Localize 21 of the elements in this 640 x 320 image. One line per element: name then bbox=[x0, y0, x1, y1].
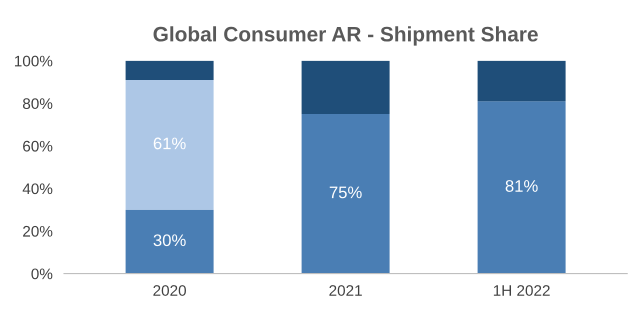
x-tick-label: 2020 bbox=[153, 285, 186, 296]
y-tick-label: 0% bbox=[31, 268, 52, 280]
chart-title: Global Consumer AR - Shipment Share bbox=[154, 26, 538, 46]
x-tick-label: 2021 bbox=[329, 285, 362, 296]
y-tick-label: 100% bbox=[14, 56, 52, 66]
bar bbox=[478, 60, 566, 102]
bar bbox=[302, 60, 390, 114]
data-label: 75% bbox=[330, 186, 362, 198]
y-tick-label: 80% bbox=[22, 98, 52, 110]
y-tick-label: 20% bbox=[23, 226, 52, 237]
bar bbox=[126, 80, 214, 210]
bar bbox=[126, 60, 214, 80]
bar bbox=[302, 114, 390, 274]
bar bbox=[478, 101, 566, 274]
y-tick-label: 60% bbox=[23, 140, 52, 152]
data-label: 61% bbox=[154, 138, 186, 150]
y-tick-label: 40% bbox=[22, 183, 52, 194]
data-label: 30% bbox=[154, 234, 186, 246]
bar bbox=[126, 210, 214, 274]
data-label: 81% bbox=[506, 180, 538, 192]
x-tick-label: 1H 2022 bbox=[494, 285, 550, 296]
